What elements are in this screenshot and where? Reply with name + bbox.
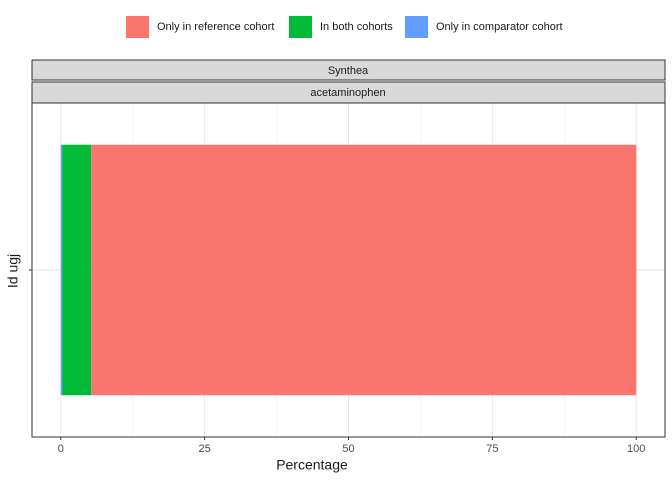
x-tick-label: 25: [199, 443, 211, 455]
legend-label: Only in reference cohort: [157, 21, 274, 33]
x-axis-title: Percentage: [276, 457, 348, 473]
legend: Only in reference cohort In both cohorts O…: [126, 16, 563, 38]
y-axis-title: Id ugj: [5, 254, 21, 288]
legend-swatch: [289, 16, 312, 38]
x-tick-label: 100: [627, 443, 645, 455]
facet-label: acetaminophen: [310, 87, 385, 99]
bars: [60, 144, 637, 396]
legend-label: Only in comparator cohort: [436, 21, 563, 33]
legend-label: In both cohorts: [320, 21, 393, 33]
legend-swatch: [405, 16, 428, 38]
bar-segment: [62, 144, 92, 396]
facet-strip: [31, 59, 666, 81]
bar-segment: [91, 144, 637, 396]
bar-segment: [60, 144, 63, 396]
legend-swatch: [126, 16, 149, 38]
x-tick-label: 50: [342, 443, 354, 455]
x-tick-label: 75: [486, 443, 498, 455]
facet-label: Synthea: [328, 65, 369, 77]
x-tick-label: 0: [58, 443, 64, 455]
